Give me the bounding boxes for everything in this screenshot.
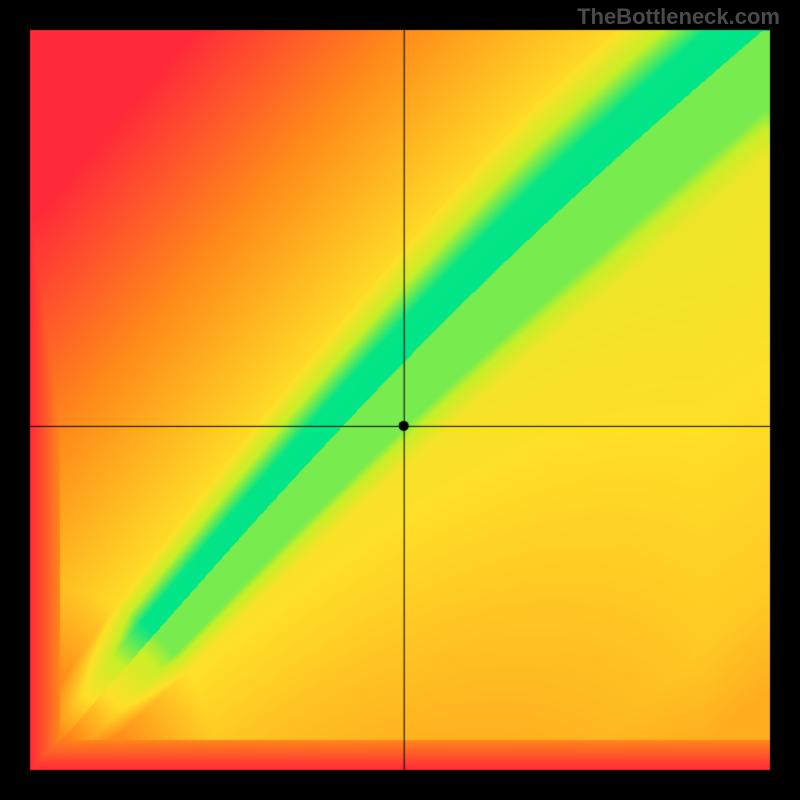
heatmap-container: TheBottleneck.com — [0, 0, 800, 800]
watermark-text: TheBottleneck.com — [577, 4, 780, 30]
heatmap-canvas — [0, 0, 800, 800]
